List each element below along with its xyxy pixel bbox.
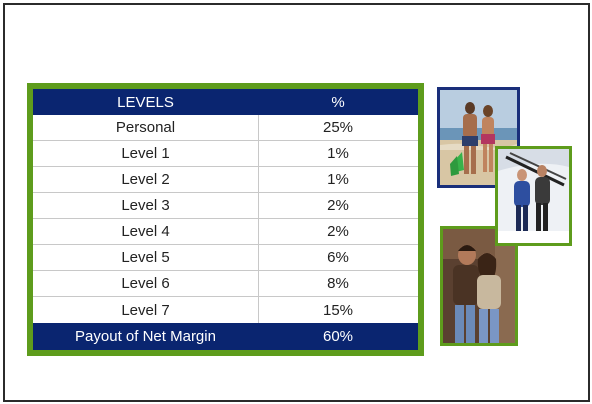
table-row: Level 7 15% — [33, 297, 418, 323]
level-cell: Level 2 — [121, 171, 170, 188]
table-row: Level 1 1% — [33, 141, 418, 167]
table-row: Level 3 2% — [33, 193, 418, 219]
table-row: Level 6 8% — [33, 271, 418, 297]
percent-cell: 2% — [327, 197, 349, 214]
table-row: Personal 25% — [33, 115, 418, 141]
percent-cell: 2% — [327, 223, 349, 240]
level-cell: Level 6 — [121, 275, 170, 292]
table-row: Level 4 2% — [33, 219, 418, 245]
level-cell: Level 5 — [121, 249, 170, 266]
percent-cell: 8% — [327, 275, 349, 292]
level-cell: Level 1 — [121, 145, 170, 162]
table-row: Level 2 1% — [33, 167, 418, 193]
column-divider — [258, 115, 259, 323]
ski-couple-photo — [495, 146, 572, 246]
percent-cell: 25% — [322, 119, 354, 136]
footer-percent: 60% — [322, 328, 354, 345]
level-cell: Personal — [115, 119, 176, 136]
table-footer-row: Payout of Net Margin 60% — [33, 323, 418, 350]
percent-cell: 15% — [322, 301, 354, 319]
level-cell: Level 3 — [121, 197, 170, 214]
level-cell: Level 4 — [121, 223, 170, 240]
header-percent: % — [331, 93, 345, 111]
percent-cell: 1% — [327, 171, 349, 188]
footer-label: Payout of Net Margin — [75, 328, 216, 345]
percent-cell: 1% — [327, 145, 349, 162]
level-cell: Level 7 — [121, 301, 170, 319]
table-header-row: LEVELS % — [33, 89, 418, 115]
header-levels: LEVELS — [117, 93, 174, 111]
payout-table-body: LEVELS % Personal 25% Level 1 1% Level 2… — [33, 89, 418, 350]
table-row: Level 5 6% — [33, 245, 418, 271]
percent-cell: 6% — [327, 249, 349, 266]
payout-table: LEVELS % Personal 25% Level 1 1% Level 2… — [27, 83, 424, 356]
